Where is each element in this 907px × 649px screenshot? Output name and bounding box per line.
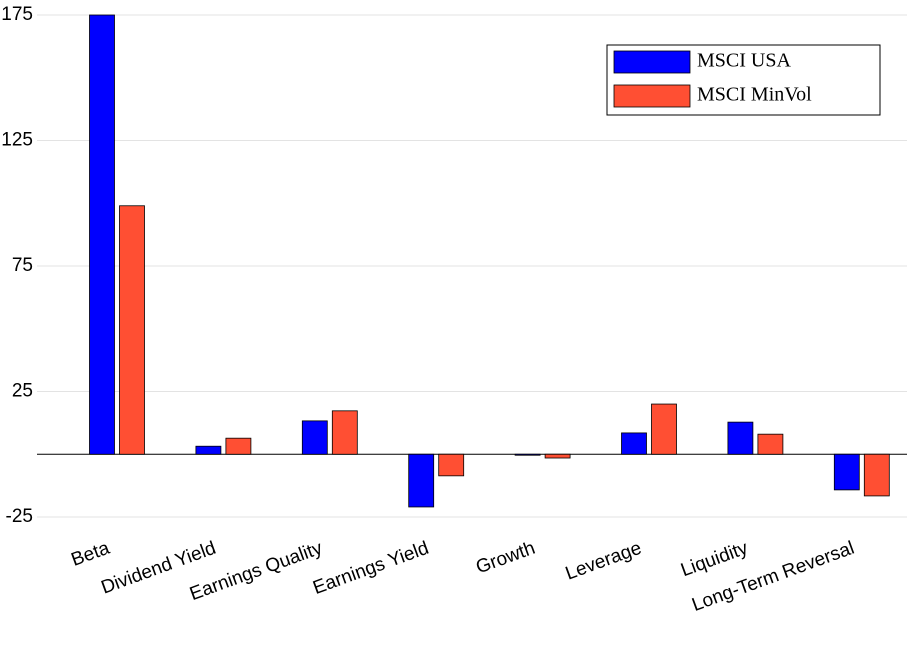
bar bbox=[408, 453, 435, 508]
x-tick-label: Growth bbox=[473, 538, 538, 579]
legend-swatch bbox=[613, 84, 691, 108]
bar bbox=[833, 453, 860, 491]
bar bbox=[727, 421, 754, 455]
bar bbox=[225, 437, 252, 455]
y-tick-label: 175 bbox=[1, 4, 33, 25]
legend-swatch bbox=[613, 50, 691, 74]
x-tick-label: Earnings Yield bbox=[310, 538, 431, 599]
bar bbox=[863, 453, 890, 497]
x-tick-label: Leverage bbox=[563, 538, 645, 585]
bar bbox=[757, 433, 784, 455]
bar bbox=[621, 432, 647, 455]
bar bbox=[89, 14, 115, 455]
legend-label: MSCI USA bbox=[697, 50, 791, 72]
bar bbox=[651, 403, 677, 455]
x-tick-label: Beta bbox=[69, 538, 113, 571]
y-tick-label: 25 bbox=[12, 381, 33, 402]
bar bbox=[544, 453, 571, 459]
bar bbox=[331, 410, 358, 455]
y-tick-label: 75 bbox=[12, 255, 33, 276]
bar bbox=[438, 453, 465, 477]
legend: MSCI USA MSCI MinVol bbox=[606, 44, 881, 116]
x-tick-label: Liquidity bbox=[678, 538, 751, 582]
y-tick-label: 125 bbox=[1, 130, 33, 151]
bar bbox=[119, 205, 145, 455]
y-tick-label: -25 bbox=[6, 506, 33, 527]
bar bbox=[195, 445, 222, 455]
legend-label: MSCI MinVol bbox=[697, 84, 812, 106]
bar bbox=[301, 420, 328, 455]
bar bbox=[514, 453, 541, 456]
